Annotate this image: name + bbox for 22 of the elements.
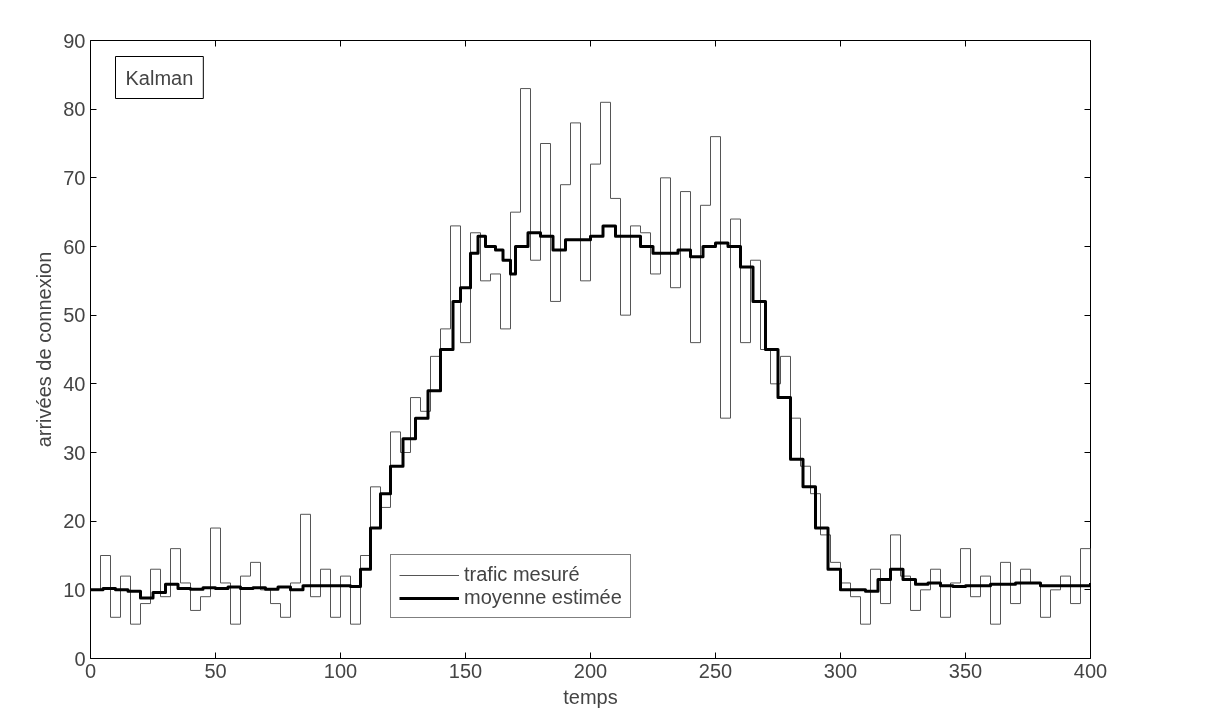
y-tick-label: 70 <box>63 166 86 189</box>
y-tick-label: 80 <box>63 98 86 121</box>
y-tick-label: 60 <box>63 235 86 258</box>
y-tick-label: 20 <box>63 510 86 533</box>
x-tick-label: 200 <box>573 659 608 682</box>
x-tick-label: 400 <box>1073 659 1108 682</box>
x-tick-label: 50 <box>204 659 227 682</box>
x-axis-title: temps <box>563 685 618 708</box>
y-axis-title: arrivées de connexion <box>33 251 56 448</box>
x-tick-label: 350 <box>948 659 983 682</box>
y-tick-label: 90 <box>63 29 86 52</box>
y-tick-label: 10 <box>63 578 86 601</box>
legend-label: trafic mesuré <box>464 563 580 586</box>
annotation: Kalman <box>125 66 194 89</box>
x-tick-label: 300 <box>823 659 858 682</box>
x-tick-label: 150 <box>448 659 483 682</box>
y-tick-label: 40 <box>63 372 86 395</box>
y-tick-label: 30 <box>63 441 86 464</box>
legend-label: moyenne estimée <box>464 586 622 609</box>
y-tick-label: 50 <box>63 304 86 327</box>
x-tick-label: 100 <box>323 659 358 682</box>
x-tick-label: 250 <box>698 659 733 682</box>
